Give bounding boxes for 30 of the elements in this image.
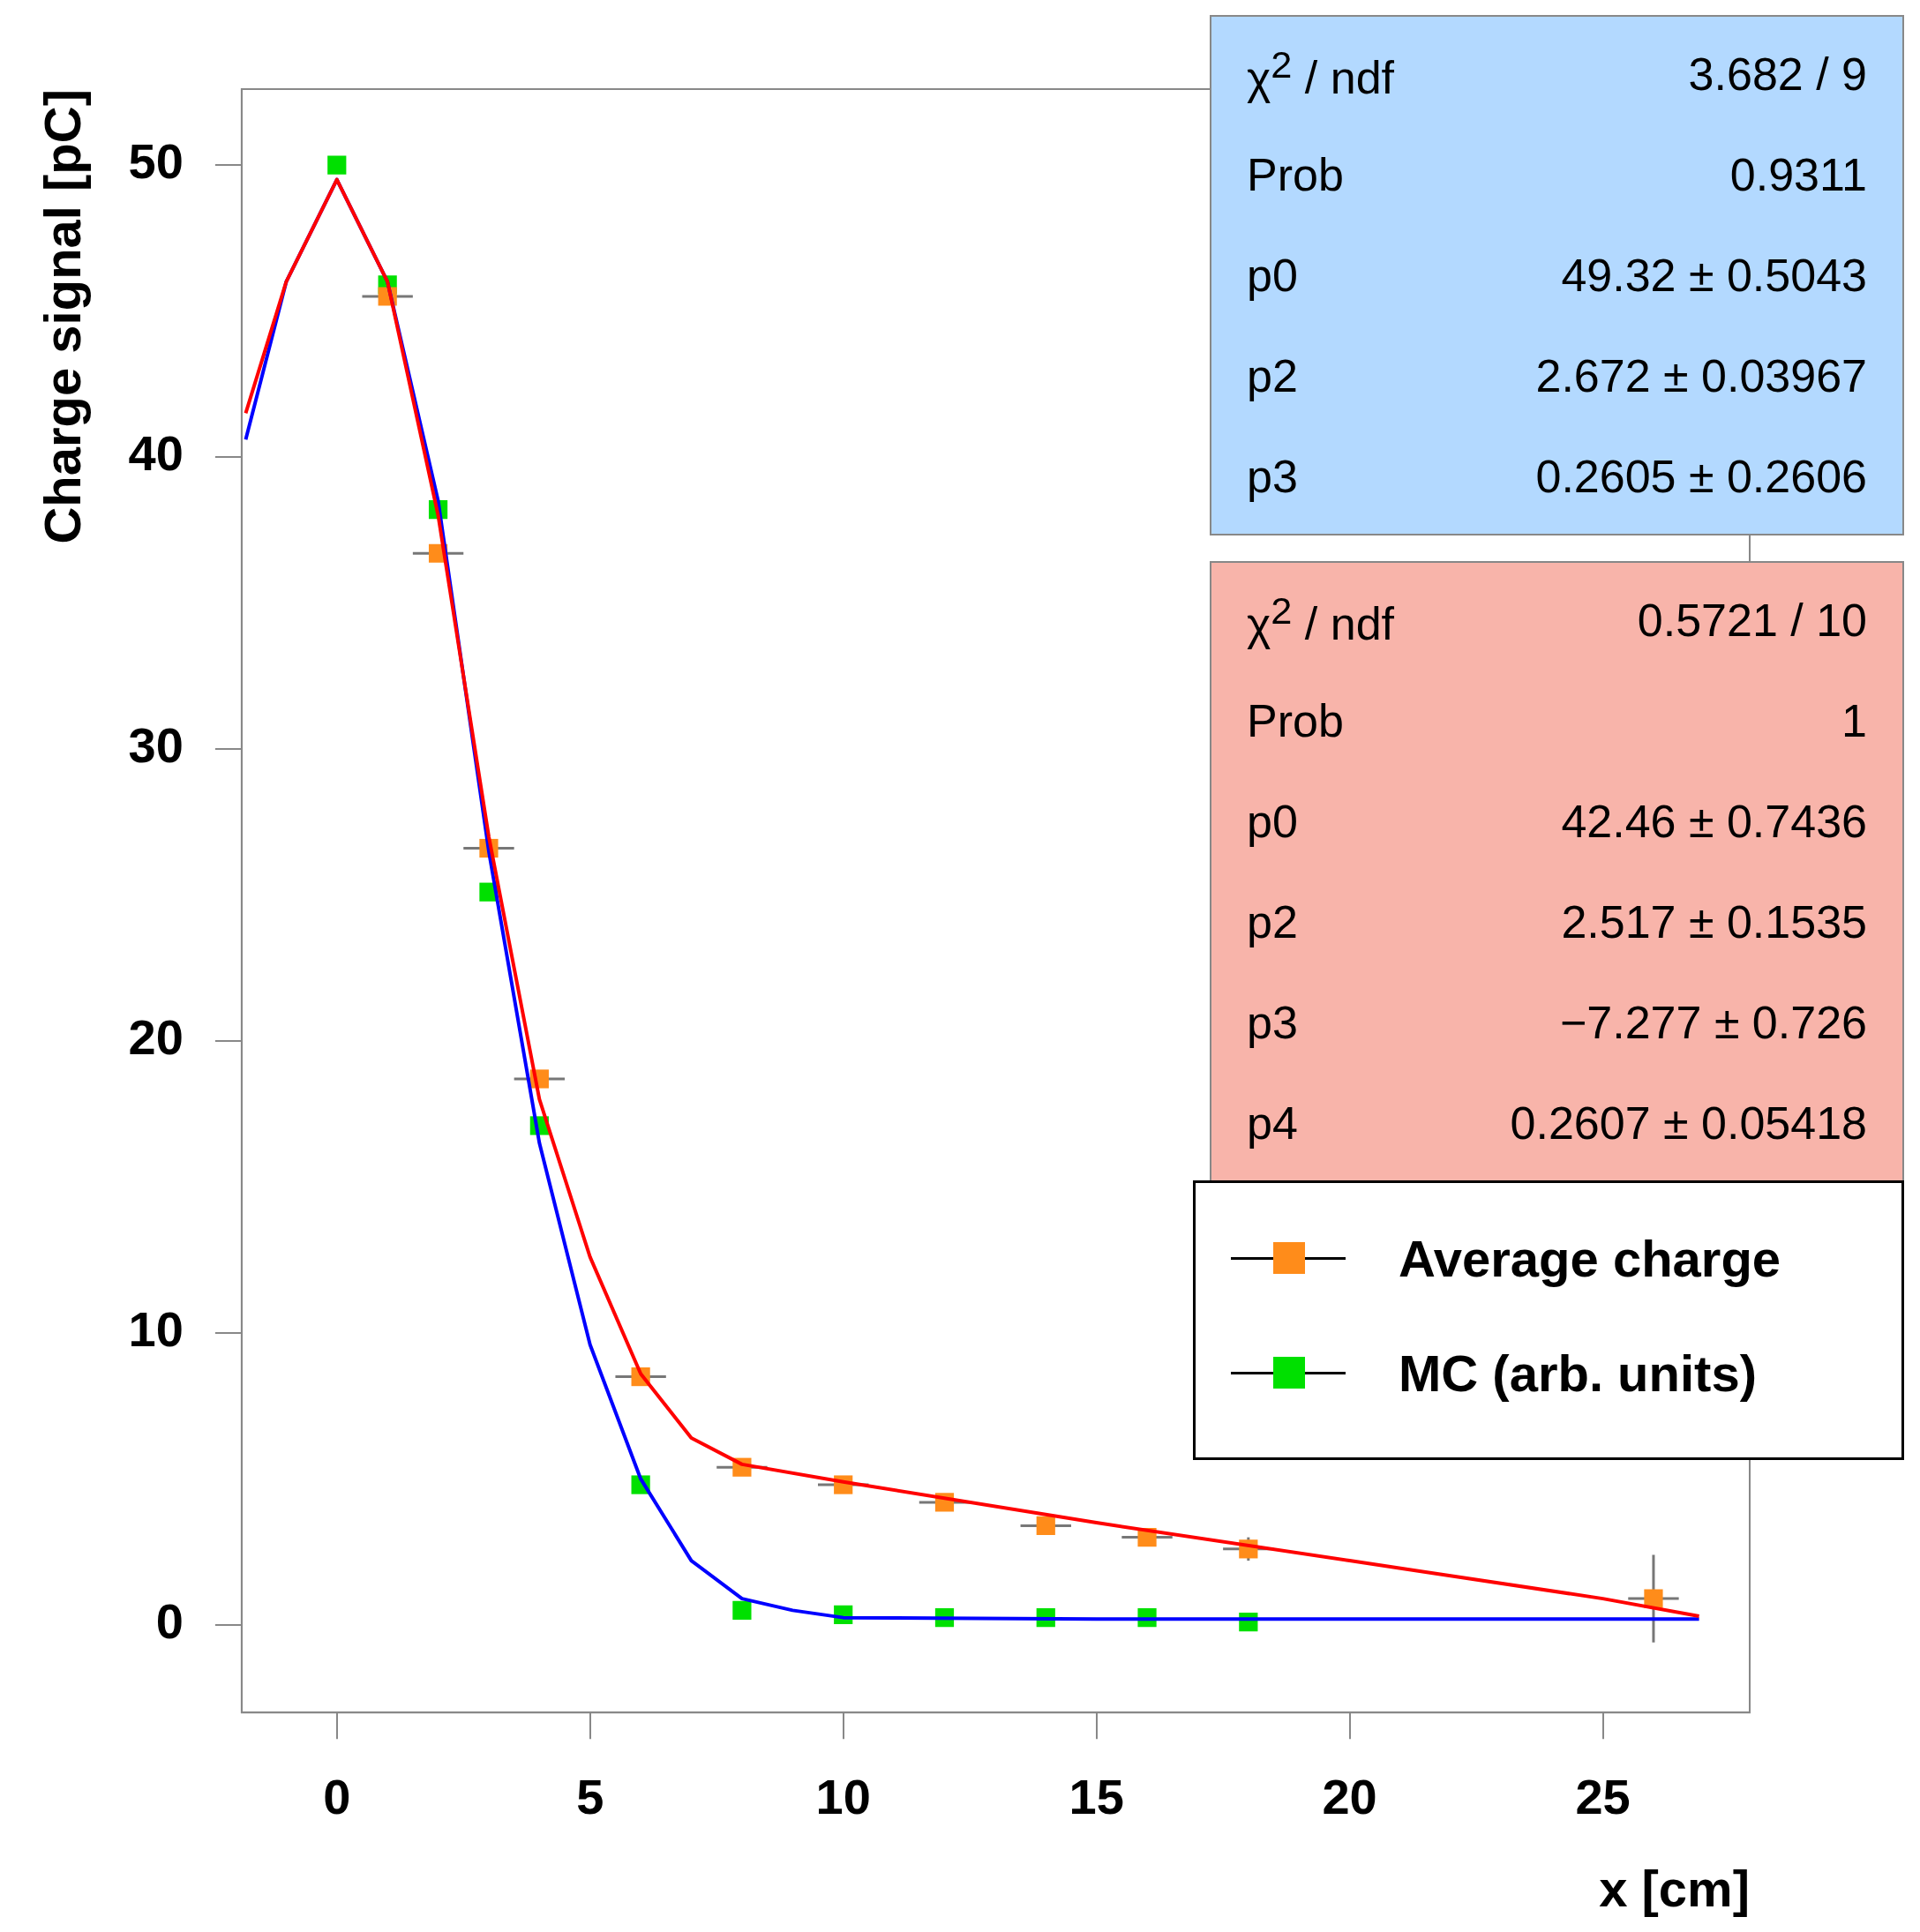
text: p0 42.46 ± 0.7436 bbox=[1247, 796, 1867, 847]
text: p4 0.2607 ± 0.05418 bbox=[1247, 1097, 1867, 1149]
x-tick-label: 20 bbox=[1322, 1769, 1377, 1825]
x-tick-label: 0 bbox=[323, 1769, 351, 1825]
text: p2 2.517 ± 0.1535 bbox=[1247, 896, 1867, 947]
text: Prob 0.9311 bbox=[1247, 149, 1867, 200]
text: χ$^{2}$ / ndf 3.682 / 9 bbox=[1247, 43, 1867, 104]
y-tick-label: 20 bbox=[128, 1009, 184, 1066]
text: p0 49.32 ± 0.5043 bbox=[1247, 250, 1867, 301]
text: χ$^{2}$ / ndf 0.5721 / 10 bbox=[1247, 589, 1867, 650]
point bbox=[327, 155, 347, 175]
x-tick-label: 25 bbox=[1575, 1769, 1631, 1825]
text: p3 0.2605 ± 0.2606 bbox=[1247, 451, 1867, 502]
x-axis-title: x [cm] bbox=[1599, 1860, 1750, 1918]
x-tick-label: 15 bbox=[1069, 1769, 1124, 1825]
y-axis-title: Charge signal [pC] bbox=[33, 89, 91, 544]
y-tick-label: 0 bbox=[155, 1593, 184, 1650]
y-tick-label: 50 bbox=[128, 133, 184, 190]
legend-label: Average charge bbox=[1399, 1228, 1781, 1288]
y-tick-label: 40 bbox=[128, 425, 184, 482]
text: p3 −7.277 ± 0.726 bbox=[1247, 997, 1867, 1048]
text: p2 2.672 ± 0.03967 bbox=[1247, 350, 1867, 401]
text: Prob 1 bbox=[1247, 695, 1867, 746]
point bbox=[732, 1600, 752, 1620]
y-tick-label: 30 bbox=[128, 717, 184, 774]
y-tick-label: 10 bbox=[128, 1301, 184, 1358]
point bbox=[1036, 1516, 1055, 1535]
x-tick-label: 5 bbox=[576, 1769, 604, 1825]
legend-label: MC (arb. units) bbox=[1399, 1343, 1757, 1403]
x-tick-label: 10 bbox=[815, 1769, 871, 1825]
